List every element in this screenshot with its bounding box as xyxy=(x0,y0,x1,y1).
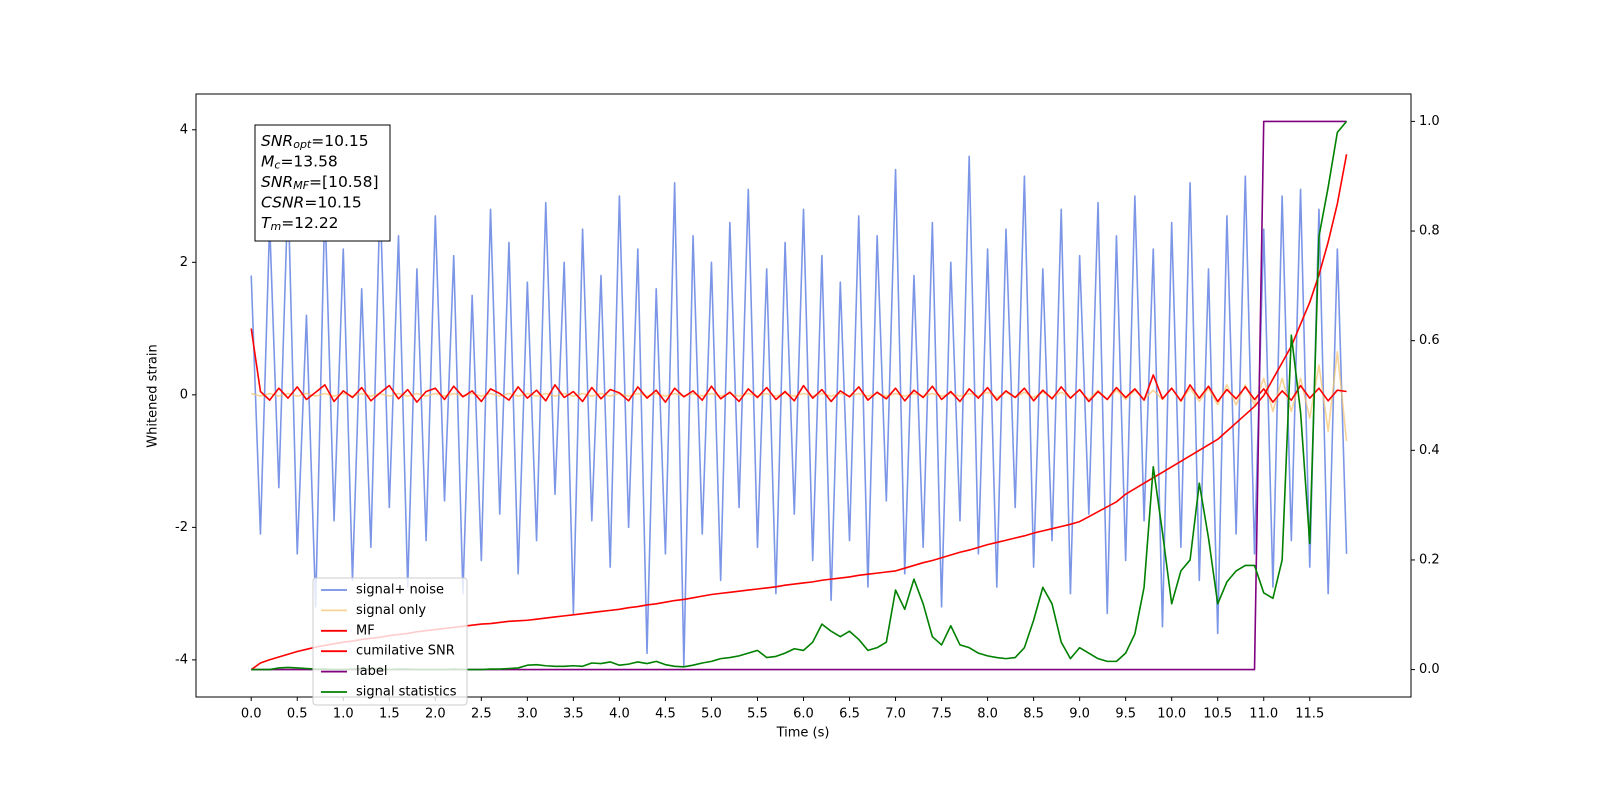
annotation-symbol: SNR xyxy=(261,132,293,150)
x-tick-label: 1.5 xyxy=(379,707,400,722)
annotation-line: Mc=13.58 xyxy=(261,152,338,172)
x-tick-label: 10.0 xyxy=(1157,707,1186,722)
x-tick-label: 5.5 xyxy=(747,707,768,722)
x-tick-label: 6.0 xyxy=(793,707,814,722)
legend-label: signal+ noise xyxy=(356,583,444,598)
annotation-text: =10.15 xyxy=(304,193,361,211)
x-tick-label: 0.0 xyxy=(241,707,262,722)
y2-tick-label: 0.6 xyxy=(1419,333,1440,348)
x-tick-label: 10.5 xyxy=(1203,707,1232,722)
x-tick-label: 2.0 xyxy=(425,707,446,722)
annotation-line: Tm=12.22 xyxy=(261,214,339,234)
y-axis-label: Whitened strain xyxy=(146,344,161,447)
legend-box xyxy=(312,577,468,706)
annotation-text: =10.15 xyxy=(311,132,368,150)
y-tick-label: 4 xyxy=(180,122,188,137)
x-tick-label: 7.0 xyxy=(885,707,906,722)
annotation-text: =[10.58] xyxy=(309,173,378,191)
x-tick-label: 9.0 xyxy=(1069,707,1090,722)
legend-label: MF xyxy=(356,623,375,638)
y2-tick-label: 0.0 xyxy=(1419,662,1440,677)
annotation-line: SNRMF=[10.58] xyxy=(261,173,379,193)
x-tick-label: 4.0 xyxy=(609,707,630,722)
x-tick-label: 1.0 xyxy=(333,707,354,722)
x-tick-label: 7.5 xyxy=(931,707,952,722)
annotation-symbol: SNR xyxy=(261,173,293,191)
x-tick-label: 4.5 xyxy=(655,707,676,722)
annotation-subscript: opt xyxy=(293,138,312,151)
annotation-text: =12.22 xyxy=(281,214,338,232)
x-tick-label: 8.5 xyxy=(1023,707,1044,722)
annotation-symbol: CSNR xyxy=(261,193,304,211)
x-tick-label: 6.5 xyxy=(839,707,860,722)
legend-label: label xyxy=(356,664,387,679)
annotation-symbol: T xyxy=(261,214,272,232)
x-axis-label: Time (s) xyxy=(776,726,830,741)
annotation-subscript: c xyxy=(274,159,280,172)
x-tick-label: 9.5 xyxy=(1115,707,1136,722)
annotation-box xyxy=(254,124,391,242)
y2-tick-label: 0.8 xyxy=(1419,224,1440,239)
annotation-subscript: m xyxy=(270,220,281,233)
series-line xyxy=(250,155,1348,668)
y2-tick-label: 1.0 xyxy=(1419,114,1440,129)
legend-label: signal statistics xyxy=(356,685,457,700)
annotation-line: CSNR=10.15 xyxy=(261,193,362,211)
x-tick-label: 5.0 xyxy=(701,707,722,722)
y2-tick-label: 0.4 xyxy=(1419,443,1440,458)
x-tick-label: 0.5 xyxy=(287,707,308,722)
legend-label: signal only xyxy=(356,603,426,618)
y-tick-label: 2 xyxy=(180,255,188,270)
x-tick-label: 2.5 xyxy=(471,707,492,722)
annotation-line: SNRopt=10.15 xyxy=(261,132,369,152)
x-tick-label: 11.5 xyxy=(1295,707,1324,722)
y-tick-label: -2 xyxy=(175,520,188,535)
annotation-text: =13.58 xyxy=(280,152,337,170)
axes-frame xyxy=(195,93,1412,698)
y-tick-label: -4 xyxy=(175,652,188,667)
annotation-symbol: M xyxy=(261,152,274,170)
x-tick-label: 3.0 xyxy=(517,707,538,722)
legend-label: cumilative SNR xyxy=(356,644,455,659)
x-tick-label: 8.0 xyxy=(977,707,998,722)
x-tick-label: 11.0 xyxy=(1249,707,1278,722)
series-line xyxy=(250,328,1347,403)
annotation-subscript: MF xyxy=(293,179,309,192)
y-tick-label: 0 xyxy=(180,387,188,402)
x-tick-label: 3.5 xyxy=(563,707,584,722)
y2-tick-label: 0.2 xyxy=(1419,552,1440,567)
